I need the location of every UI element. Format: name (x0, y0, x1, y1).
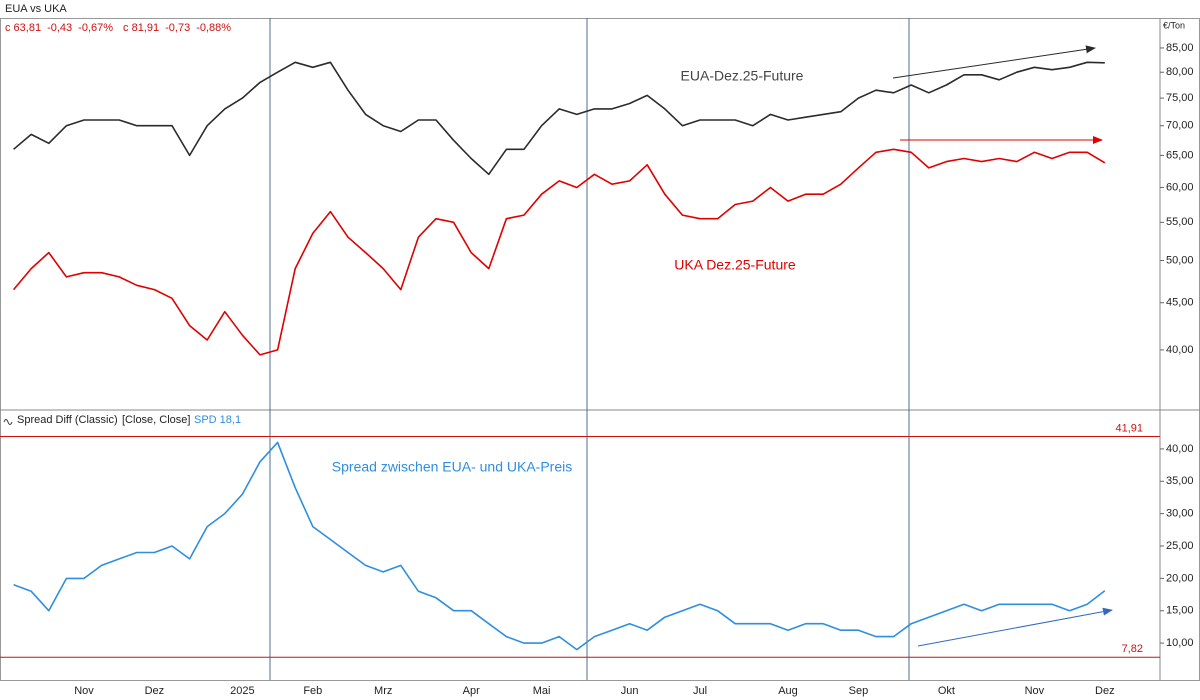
y-tick-label: 40,00 (1166, 344, 1194, 356)
price-readout: -0,43 (47, 22, 72, 34)
reference-label: 41,91 (1115, 422, 1143, 434)
y-tick-label: 20,00 (1166, 572, 1194, 584)
unit-label: €/Ton (1163, 20, 1185, 30)
y-tick-label: 30,00 (1166, 508, 1194, 520)
x-tick-label: Apr (463, 685, 480, 697)
y-tick-label: 70,00 (1166, 120, 1194, 132)
y-tick-label: 10,00 (1166, 637, 1194, 649)
reference-label: 7,82 (1122, 643, 1143, 655)
y-tick-label: 35,00 (1166, 475, 1194, 487)
series-line (12, 148, 1106, 356)
trend-arrow (917, 607, 1113, 647)
x-tick-label: Sep (849, 685, 869, 697)
chart-title: EUA vs UKA (5, 3, 67, 15)
indicator-title: Spread Diff (Classic) (17, 414, 118, 426)
y-tick-label: 25,00 (1166, 540, 1194, 552)
y-tick-label: 45,00 (1166, 297, 1194, 309)
y-tick-label: 75,00 (1166, 92, 1194, 104)
x-tick-label: 2025 (230, 685, 254, 697)
trend-arrow (892, 45, 1096, 79)
indicator-icon (3, 419, 13, 425)
y-tick-label: 50,00 (1166, 254, 1194, 266)
price-readout: -0,88% (196, 22, 231, 34)
indicator-params: [Close, Close] (122, 414, 190, 426)
series-line (13, 441, 1106, 651)
series-label: Spread zwischen EUA- und UKA-Preis (332, 459, 572, 475)
price-readout: c 81,91 (123, 22, 159, 34)
price-readout: c 63,81 (5, 22, 41, 34)
price-readout: -0,73 (165, 22, 190, 34)
x-tick-label: Okt (938, 685, 955, 697)
x-tick-label: Dez (1095, 685, 1115, 697)
y-tick-label: 15,00 (1166, 605, 1194, 617)
x-tick-label: Feb (303, 685, 322, 697)
series-line (13, 61, 1105, 176)
x-tick-label: Mai (533, 685, 551, 697)
y-tick-label: 55,00 (1166, 216, 1194, 228)
x-tick-label: Nov (1025, 685, 1045, 697)
y-tick-label: 60,00 (1166, 181, 1194, 193)
x-tick-label: Jun (621, 685, 639, 697)
x-tick-label: Nov (74, 685, 94, 697)
y-tick-label: 65,00 (1166, 149, 1194, 161)
y-tick-label: 40,00 (1166, 443, 1194, 455)
y-tick-label: 80,00 (1166, 66, 1194, 78)
x-tick-label: Aug (778, 685, 798, 697)
indicator-value: SPD 18,1 (194, 414, 241, 426)
x-tick-label: Dez (145, 685, 165, 697)
series-label: EUA-Dez.25-Future (681, 68, 804, 84)
x-tick-label: Mrz (374, 685, 392, 697)
price-readout: -0,67% (78, 22, 113, 34)
series-label: UKA Dez.25-Future (674, 257, 796, 273)
y-tick-label: 85,00 (1166, 42, 1194, 54)
x-tick-label: Jul (693, 685, 707, 697)
frame (0, 18, 1200, 681)
